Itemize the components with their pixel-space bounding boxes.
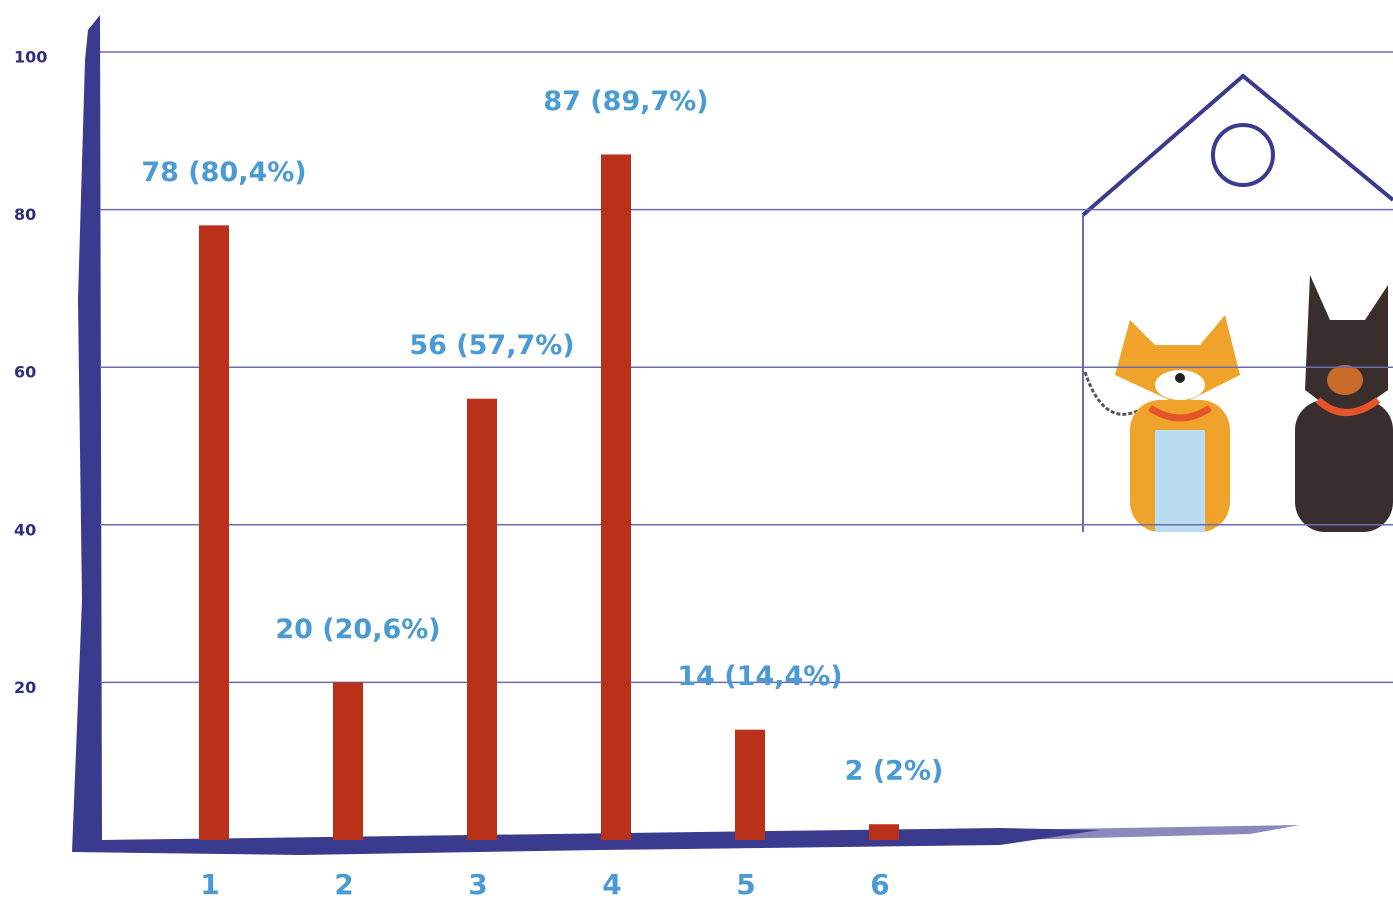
bar (735, 729, 765, 840)
bar (869, 824, 899, 840)
y-tick-label: 20 (14, 678, 36, 697)
value-label: 78 (80,4%) (141, 157, 306, 188)
y-tick-label: 100 (14, 48, 47, 67)
value-label: 20 (20,6%) (275, 614, 440, 645)
x-tick-label: 6 (870, 868, 889, 899)
x-tick-label: 1 (200, 868, 219, 899)
value-label: 87 (89,7%) (543, 86, 708, 117)
bar (467, 398, 497, 840)
bar (333, 682, 363, 840)
value-label: 2 (2%) (845, 756, 944, 787)
x-tick-label: 2 (334, 868, 353, 899)
y-tick-label: 80 (14, 205, 36, 224)
bar (601, 154, 631, 840)
y-tick-label: 40 (14, 520, 36, 539)
value-label: 14 (14,4%) (677, 661, 842, 692)
y-tick-label: 60 (14, 363, 36, 382)
dog-house-illustration (1081, 73, 1393, 532)
x-tick-label: 5 (736, 868, 755, 899)
axis-frame (72, 15, 1300, 855)
value-label: 56 (57,7%) (409, 330, 574, 361)
x-tick-label: 3 (468, 868, 487, 899)
x-tick-label: 4 (602, 868, 621, 899)
bar (199, 225, 229, 841)
